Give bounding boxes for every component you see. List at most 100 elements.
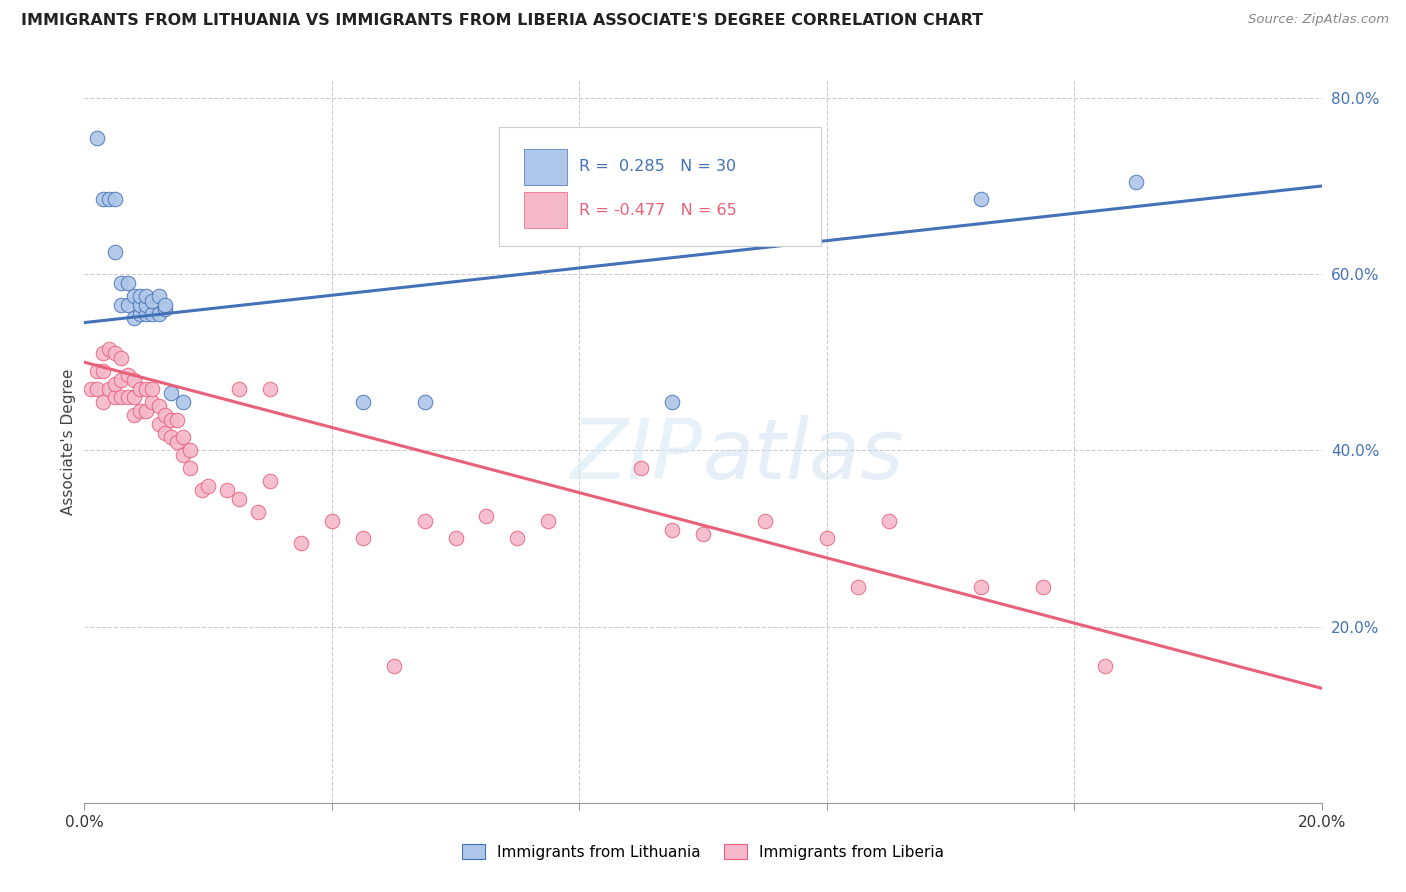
Point (413, 395, 436, 409)
Point (122, 408, 145, 422)
Point (153, 302, 176, 317)
Point (172, 395, 194, 409)
Text: atlas: atlas (703, 416, 904, 497)
Point (122, 391, 145, 405)
Text: R = -0.477   N = 65: R = -0.477 N = 65 (579, 202, 737, 218)
Point (104, 192, 127, 206)
Point (104, 377, 127, 392)
Point (160, 412, 183, 426)
Text: Source: ZipAtlas.com: Source: ZipAtlas.com (1249, 13, 1389, 27)
Point (110, 391, 132, 405)
Point (86, 364, 108, 378)
Point (110, 351, 132, 365)
Point (79, 382, 101, 396)
Point (86, 382, 108, 396)
Point (110, 298, 132, 312)
Point (98, 382, 121, 396)
Point (104, 391, 127, 405)
Point (970, 580, 993, 594)
Point (160, 430, 183, 444)
Point (135, 289, 157, 303)
Point (104, 346, 127, 360)
Point (141, 307, 163, 321)
Point (129, 403, 152, 417)
Point (444, 532, 467, 546)
Point (135, 382, 157, 396)
Point (110, 276, 132, 290)
Point (135, 307, 157, 321)
Legend: Immigrants from Lithuania, Immigrants from Liberia: Immigrants from Lithuania, Immigrants fr… (454, 836, 952, 867)
Point (228, 491, 250, 506)
Point (970, 192, 993, 206)
Point (98, 192, 121, 206)
Point (166, 434, 188, 449)
Point (153, 425, 176, 440)
Point (122, 289, 145, 303)
Point (754, 514, 776, 528)
Point (723, 223, 745, 237)
FancyBboxPatch shape (499, 128, 821, 246)
Point (475, 509, 498, 524)
Point (153, 298, 176, 312)
Point (129, 307, 152, 321)
Point (129, 382, 152, 396)
Point (172, 448, 194, 462)
Point (117, 298, 139, 312)
Point (104, 245, 127, 260)
Point (110, 373, 132, 387)
Point (246, 505, 269, 519)
Point (86, 130, 108, 145)
Point (148, 307, 170, 321)
Point (129, 289, 152, 303)
Point (117, 276, 139, 290)
Point (661, 523, 683, 537)
Point (1032, 580, 1054, 594)
Point (91, 192, 114, 206)
Point (661, 395, 683, 409)
Point (215, 483, 238, 497)
Point (352, 532, 374, 546)
Point (191, 483, 214, 497)
Text: IMMIGRANTS FROM LITHUANIA VS IMMIGRANTS FROM LIBERIA ASSOCIATE'S DEGREE CORRELAT: IMMIGRANTS FROM LITHUANIA VS IMMIGRANTS … (21, 13, 983, 29)
Point (141, 293, 163, 308)
Point (228, 382, 250, 396)
Point (815, 532, 838, 546)
Point (148, 417, 170, 431)
Point (166, 412, 188, 426)
Point (877, 514, 900, 528)
Point (382, 659, 405, 673)
Point (537, 514, 560, 528)
Point (630, 461, 652, 475)
Point (290, 536, 312, 550)
Text: R =  0.285   N = 30: R = 0.285 N = 30 (579, 160, 737, 175)
Point (413, 514, 436, 528)
Point (122, 373, 145, 387)
Point (91, 364, 114, 378)
Point (141, 395, 163, 409)
Point (117, 368, 139, 383)
Point (153, 408, 176, 422)
Point (1125, 175, 1147, 189)
Point (148, 289, 170, 303)
Point (506, 532, 529, 546)
Point (141, 382, 163, 396)
Point (135, 298, 157, 312)
Text: ZIP: ZIP (571, 416, 703, 497)
Point (259, 382, 281, 396)
Point (179, 443, 201, 458)
Point (117, 391, 139, 405)
Point (259, 474, 281, 488)
Point (148, 399, 170, 413)
Point (135, 403, 157, 417)
Point (692, 527, 714, 541)
FancyBboxPatch shape (523, 149, 567, 185)
Point (1094, 659, 1116, 673)
Point (91, 395, 114, 409)
Point (129, 298, 152, 312)
Point (122, 311, 145, 326)
Point (321, 514, 343, 528)
Point (91, 346, 114, 360)
Point (172, 430, 194, 444)
Point (98, 342, 121, 356)
Point (197, 478, 219, 492)
